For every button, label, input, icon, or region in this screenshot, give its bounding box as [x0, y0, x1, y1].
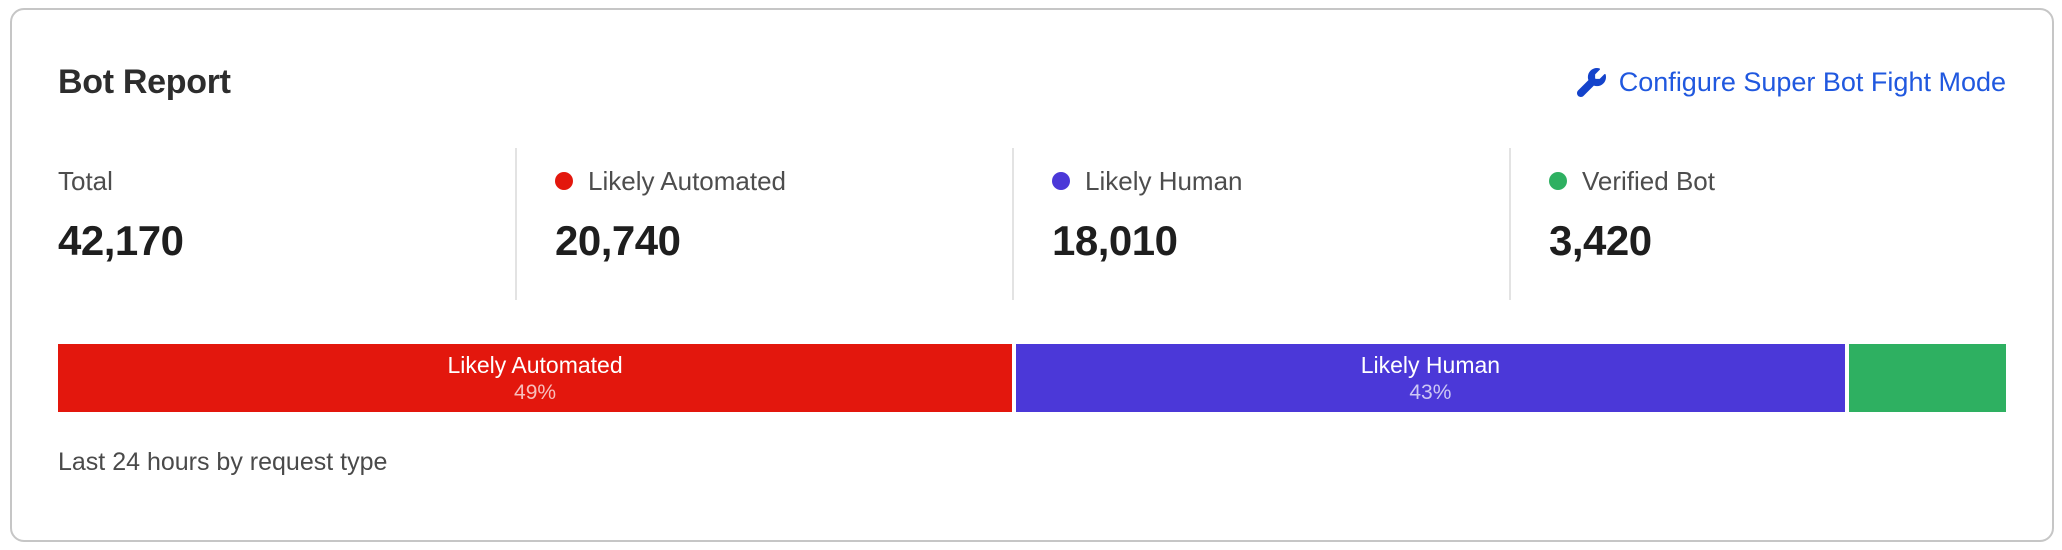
page-title: Bot Report: [58, 63, 231, 101]
wrench-icon: [1576, 67, 1606, 97]
stacked-bar-chart: Likely Automated 49% Likely Human 43%: [58, 344, 2006, 412]
stat-likely-human-label: Likely Human: [1085, 166, 1243, 196]
stat-total-value: 42,170: [58, 217, 184, 264]
stat-verified-bot-value: 3,420: [1549, 217, 1652, 264]
bar-segment-likely-automated: Likely Automated 49%: [58, 344, 1013, 412]
stat-likely-automated-value: 20,740: [555, 217, 681, 264]
bot-report-card: Bot Report Configure Super Bot Fight Mod…: [10, 8, 2054, 542]
stat-total-label: Total: [58, 166, 113, 196]
configure-super-bot-fight-mode-link[interactable]: Configure Super Bot Fight Mode: [1576, 66, 2006, 98]
bar-segment-verified-bot: [1848, 344, 2006, 412]
bar-segment-percent: 49%: [514, 380, 557, 404]
bar-segment-likely-human: Likely Human 43%: [1016, 344, 1845, 412]
stat-likely-human-value: 18,010: [1052, 217, 1178, 264]
stat-total: Total 42,170: [58, 148, 515, 300]
stat-verified-bot-label: Verified Bot: [1582, 166, 1715, 196]
bar-segment-label: Likely Human: [1360, 351, 1501, 378]
bar-segment-label: Likely Automated: [447, 351, 623, 378]
stat-likely-automated: Likely Automated 20,740: [515, 148, 1012, 300]
likely-human-dot-icon: [1052, 172, 1070, 190]
card-header: Bot Report Configure Super Bot Fight Mod…: [58, 60, 2006, 104]
chart-caption: Last 24 hours by request type: [58, 448, 388, 476]
bar-segment-percent: 43%: [1409, 380, 1452, 404]
stats-row: Total 42,170 Likely Automated 20,740 Lik…: [58, 148, 2006, 300]
stat-likely-human: Likely Human 18,010: [1012, 148, 1509, 300]
likely-automated-dot-icon: [555, 172, 573, 190]
stat-verified-bot: Verified Bot 3,420: [1509, 148, 2006, 300]
configure-link-label: Configure Super Bot Fight Mode: [1618, 66, 2006, 97]
verified-bot-dot-icon: [1549, 172, 1567, 190]
stat-likely-automated-label: Likely Automated: [588, 166, 787, 196]
